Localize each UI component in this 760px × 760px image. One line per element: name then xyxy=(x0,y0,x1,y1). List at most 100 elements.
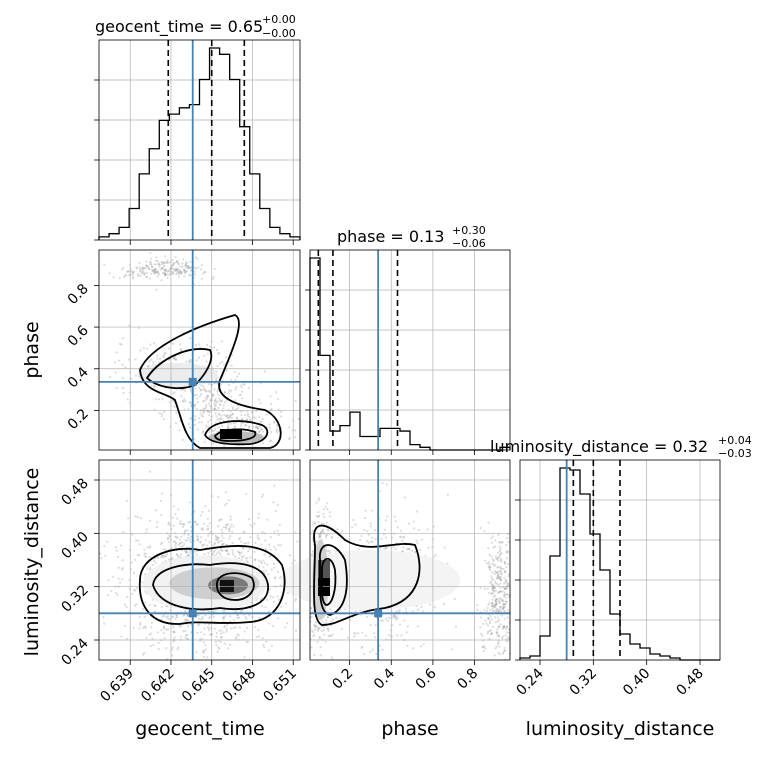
sample-point xyxy=(202,528,205,531)
sample-point xyxy=(329,624,333,627)
sample-point xyxy=(187,359,191,362)
sample-point xyxy=(502,625,505,628)
sample-point xyxy=(506,557,509,560)
sample-point xyxy=(197,624,200,627)
sample-point xyxy=(146,567,149,570)
sample-point xyxy=(222,419,225,422)
sample-point xyxy=(209,405,212,408)
sample-point xyxy=(311,609,314,613)
sample-point xyxy=(209,522,212,525)
sample-point xyxy=(481,622,485,626)
sample-point xyxy=(266,518,269,521)
sample-point xyxy=(272,501,275,504)
sample-point xyxy=(501,540,504,544)
sample-point xyxy=(294,436,297,439)
sample-point xyxy=(318,533,321,536)
sample-point xyxy=(507,631,510,634)
sample-point xyxy=(487,547,490,550)
sample-point xyxy=(491,625,494,629)
sample-point xyxy=(198,639,202,643)
sample-point xyxy=(269,554,272,557)
sample-point xyxy=(505,593,508,596)
sample-point xyxy=(322,622,325,625)
sample-point xyxy=(253,558,257,561)
sample-point xyxy=(481,645,484,649)
sample-point xyxy=(360,646,363,649)
sample-point xyxy=(503,617,506,621)
sample-point xyxy=(506,537,509,540)
contour-core xyxy=(214,428,257,442)
sample-point xyxy=(173,636,176,639)
sample-point xyxy=(494,580,497,583)
sample-point xyxy=(131,533,134,536)
sample-point xyxy=(318,536,322,539)
sample-point xyxy=(482,646,485,649)
sample-point xyxy=(246,414,250,417)
y-tick-label: 0.4 xyxy=(65,364,92,391)
sample-point xyxy=(195,651,198,654)
sample-point xyxy=(401,539,404,542)
sample-point xyxy=(214,404,217,407)
sample-point xyxy=(504,603,507,606)
sample-point xyxy=(180,270,183,273)
sample-point xyxy=(240,558,243,561)
sample-point xyxy=(127,270,131,273)
sample-point xyxy=(180,349,183,352)
sample-point xyxy=(279,544,282,547)
sample-point xyxy=(446,493,449,496)
sample-point xyxy=(250,411,254,414)
sample-point xyxy=(189,266,192,269)
sample-point xyxy=(506,616,509,619)
sample-point xyxy=(269,595,272,598)
sample-point xyxy=(206,544,209,547)
sample-point xyxy=(176,260,179,263)
sample-point xyxy=(232,553,235,556)
x-tick-label: 0.639 xyxy=(97,666,137,706)
sample-point xyxy=(156,521,159,524)
sample-point xyxy=(260,420,263,423)
sample-point xyxy=(259,560,263,563)
sample-point xyxy=(363,528,366,532)
sample-point xyxy=(195,267,198,270)
sample-point xyxy=(172,626,175,629)
sample-point xyxy=(480,632,483,636)
sample-point xyxy=(203,270,207,274)
sample-point xyxy=(153,610,157,613)
sample-point xyxy=(175,260,179,263)
sample-point xyxy=(179,271,182,274)
sample-point xyxy=(189,538,192,541)
sample-point xyxy=(207,411,210,414)
sample-point xyxy=(276,503,280,507)
sample-point xyxy=(503,609,506,613)
sample-point xyxy=(318,535,321,538)
sample-point xyxy=(206,517,209,520)
sample-point xyxy=(504,587,507,591)
sample-point xyxy=(126,637,129,640)
sample-point xyxy=(366,530,369,533)
sample-point xyxy=(123,603,126,606)
sample-point xyxy=(277,598,281,601)
sample-point xyxy=(492,563,496,566)
sample-point xyxy=(163,274,167,277)
sample-point xyxy=(172,272,175,275)
sample-point xyxy=(201,544,204,547)
sample-point xyxy=(492,546,495,549)
sample-point xyxy=(396,616,399,620)
sample-point xyxy=(313,624,316,627)
x-tick-label: 0.24 xyxy=(513,665,546,698)
sample-point xyxy=(204,648,208,651)
sample-point xyxy=(415,539,418,542)
sample-point xyxy=(346,636,350,639)
sample-point xyxy=(505,551,508,554)
sample-point xyxy=(488,568,491,571)
density-region xyxy=(280,550,461,610)
sample-point xyxy=(166,259,169,262)
sample-point xyxy=(184,263,187,266)
sample-point xyxy=(313,522,316,525)
sample-point xyxy=(313,628,317,631)
sample-point xyxy=(220,340,223,343)
sample-point xyxy=(485,622,488,625)
sample-point xyxy=(177,555,180,558)
sample-point xyxy=(240,397,244,400)
sample-point xyxy=(393,615,397,618)
